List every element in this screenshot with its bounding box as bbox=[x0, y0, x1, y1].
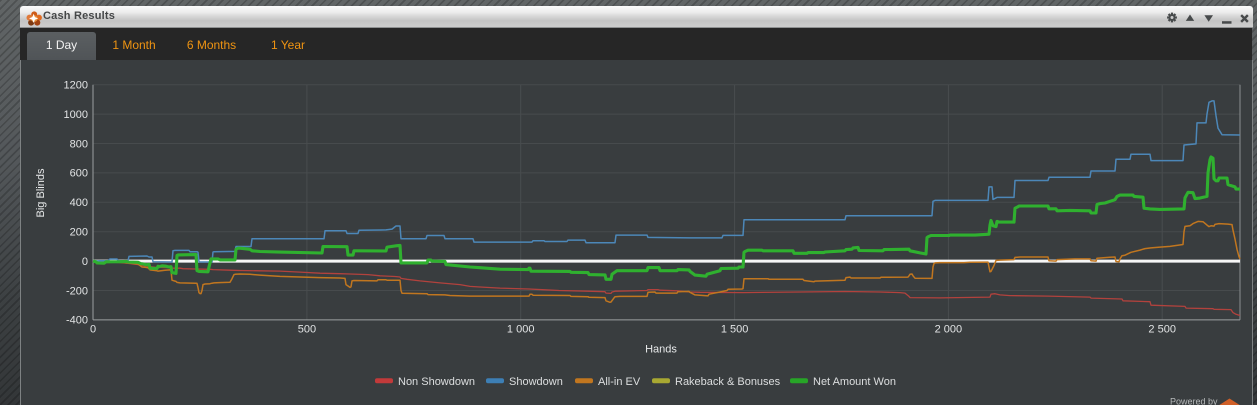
svg-text:Rakeback & Bonuses: Rakeback & Bonuses bbox=[675, 376, 781, 388]
svg-text:0: 0 bbox=[90, 324, 96, 336]
svg-text:1200: 1200 bbox=[64, 80, 88, 92]
svg-text:0: 0 bbox=[82, 256, 88, 268]
svg-text:200: 200 bbox=[70, 227, 88, 239]
svg-text:2 500: 2 500 bbox=[1148, 324, 1176, 336]
svg-text:-200: -200 bbox=[66, 285, 88, 297]
svg-text:Net Amount Won: Net Amount Won bbox=[813, 376, 896, 388]
svg-text:1000: 1000 bbox=[64, 109, 88, 121]
svg-text:400: 400 bbox=[70, 197, 88, 209]
svg-text:600: 600 bbox=[70, 168, 88, 180]
svg-text:Powered by: Powered by bbox=[1170, 397, 1218, 405]
svg-text:All-in EV: All-in EV bbox=[598, 376, 641, 388]
svg-text:2 000: 2 000 bbox=[935, 324, 963, 336]
svg-text:-400: -400 bbox=[66, 315, 88, 327]
svg-text:Hands: Hands bbox=[645, 344, 677, 356]
svg-text:1 000: 1 000 bbox=[507, 324, 535, 336]
svg-text:800: 800 bbox=[70, 138, 88, 150]
svg-text:Non Showdown: Non Showdown bbox=[398, 376, 475, 388]
svg-text:Big Blinds: Big Blinds bbox=[35, 168, 47, 217]
svg-text:500: 500 bbox=[298, 324, 316, 336]
svg-text:Showdown: Showdown bbox=[509, 376, 563, 388]
svg-text:1 500: 1 500 bbox=[721, 324, 749, 336]
